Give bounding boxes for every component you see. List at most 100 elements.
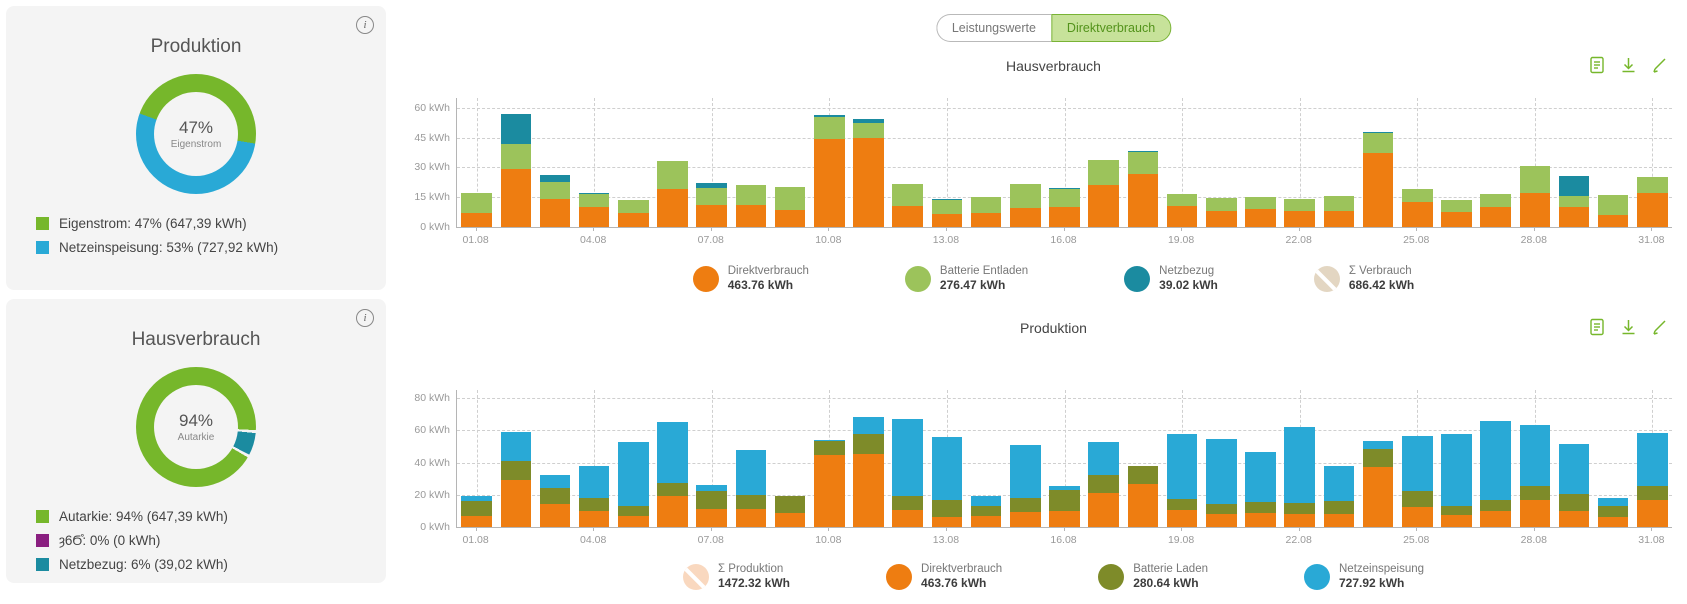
bar-segment <box>1088 185 1119 227</box>
bar-segment <box>578 207 610 227</box>
chart-legend-item[interactable]: Direktverbrauch 463.76 kWh <box>692 264 809 293</box>
x-tick-label: 04.08 <box>580 234 607 246</box>
bar-segment <box>1637 177 1668 194</box>
produktion-legend: Σ Produktion 1472.32 kWh Direktverbrauch 46… <box>420 562 1687 591</box>
bar-day-15 <box>1010 184 1041 227</box>
bar-segment <box>1205 211 1237 227</box>
report-icon[interactable] <box>1589 318 1606 342</box>
bar-segment <box>539 175 571 183</box>
bar-segment <box>1558 176 1590 197</box>
bar-segment <box>657 496 688 527</box>
x-tick-label: 10.08 <box>815 234 842 246</box>
bar-segment <box>931 436 963 500</box>
bar-day-29 <box>1558 444 1590 527</box>
legend-series-total: 280.64 kWh <box>1133 576 1199 591</box>
view-toggle: Leistungswerte Direktverbrauch <box>935 14 1172 42</box>
x-tick-label: 04.08 <box>580 534 607 546</box>
chart-legend-item[interactable]: Batterie Laden 280.64 kWh <box>1098 562 1208 591</box>
bar-segment <box>657 160 688 190</box>
info-icon[interactable]: i <box>356 16 374 34</box>
bar-day-26 <box>1441 200 1472 227</box>
download-icon[interactable] <box>1620 318 1637 342</box>
x-tick <box>475 227 477 231</box>
v-gridline <box>1299 98 1301 227</box>
x-tick <box>1533 227 1535 231</box>
bar-segment <box>970 197 1002 214</box>
x-tick <box>1651 527 1653 531</box>
charts-panel: Leistungswerte Direktverbrauch Hausverbr… <box>414 0 1687 604</box>
bar-day-19 <box>1166 434 1198 527</box>
y-tick-label: 0 kWh <box>420 221 450 233</box>
legend-texts: Direktverbrauch 463.76 kWh <box>728 264 809 293</box>
bar-segment <box>1245 209 1276 227</box>
bar-day-16 <box>1049 188 1080 227</box>
bar-day-30 <box>1597 498 1629 527</box>
production-card: i Produktion 47% Eigenstrom Eigenstrom: … <box>6 6 386 290</box>
bar-segment <box>1323 196 1355 212</box>
bar-segment <box>461 501 492 516</box>
chart-legend-item[interactable]: Σ Verbrauch 686.42 kWh <box>1313 264 1414 293</box>
bar-day-22 <box>1284 199 1315 227</box>
bar-day-2 <box>500 113 532 227</box>
bar-segment <box>1362 440 1394 449</box>
bar-segment <box>1558 207 1590 227</box>
bar-segment <box>1637 499 1668 527</box>
edit-icon[interactable] <box>1651 56 1669 80</box>
legend-series-name: Batterie Laden <box>1133 563 1208 575</box>
bar-day-20 <box>1205 198 1237 227</box>
toggle-leistungswerte[interactable]: Leistungswerte <box>935 14 1051 42</box>
bar-day-16 <box>1049 485 1080 527</box>
card-title-produktion: Produktion <box>150 36 242 57</box>
bar-day-23 <box>1323 465 1355 527</box>
chart-legend-item[interactable]: Direktverbrauch 463.76 kWh <box>886 562 1002 591</box>
bar-segment <box>814 138 845 227</box>
bar-segment <box>1088 475 1119 494</box>
bar-day-10 <box>814 439 845 527</box>
y-tick-label: 30 kWh <box>414 161 450 174</box>
report-icon[interactable] <box>1589 56 1606 80</box>
bar-segment <box>696 183 728 189</box>
bar-day-6 <box>657 422 688 527</box>
info-icon[interactable]: i <box>356 309 374 327</box>
hausverbrauch-plot <box>456 98 1672 228</box>
donut-center: 94% Autarkie <box>136 367 256 487</box>
bar-segment <box>1362 448 1394 467</box>
bar-segment <box>735 509 767 527</box>
legend-dot <box>1098 563 1125 590</box>
bar-segment <box>1519 166 1551 194</box>
x-tick <box>828 527 830 531</box>
bar-day-21 <box>1245 197 1276 227</box>
chart-legend-item[interactable]: Netzeinspeisung 727.92 kWh <box>1304 562 1424 591</box>
download-icon[interactable] <box>1620 56 1637 80</box>
legend-series-total: 1472.32 kWh <box>717 576 791 591</box>
bar-segment <box>1088 493 1119 527</box>
edit-icon[interactable] <box>1651 318 1669 342</box>
chart-legend-item[interactable]: Netzbezug 39.02 kWh <box>1124 264 1218 293</box>
bar-day-18 <box>1127 465 1159 527</box>
bar-segment <box>1088 159 1119 186</box>
bar-segment <box>970 515 1002 527</box>
bar-day-8 <box>735 185 767 227</box>
bar-segment <box>618 213 649 227</box>
bar-segment <box>1362 466 1394 527</box>
bar-segment <box>814 116 845 139</box>
chart-legend-item[interactable]: Batterie Entladen 276.47 kWh <box>904 264 1028 293</box>
chart-legend-item[interactable]: Σ Produktion 1472.32 kWh <box>682 562 791 591</box>
bar-segment <box>1323 465 1355 502</box>
bar-segment <box>657 189 688 227</box>
bar-day-11 <box>853 118 884 227</box>
toggle-direktverbrauch[interactable]: Direktverbrauch <box>1050 14 1172 42</box>
y-tick-label: 0 kWh <box>420 521 450 533</box>
y-tick-label: 15 kWh <box>414 191 450 204</box>
legend-text: Netzeinspeisung: 53% (727,92 kWh) <box>59 240 279 255</box>
bar-segment <box>500 480 532 527</box>
v-gridline <box>1534 98 1536 227</box>
legend-texts: Direktverbrauch 463.76 kWh <box>921 562 1002 591</box>
bar-segment <box>1284 211 1315 227</box>
legend-text: Autarkie: 94% (647,39 kWh) <box>59 509 228 524</box>
bar-segment <box>618 506 649 516</box>
bar-day-5 <box>618 200 649 227</box>
card-legend-item: ȝ6Ϭ̊: 0% (0 kWh) <box>36 533 386 548</box>
bar-day-6 <box>657 160 688 227</box>
bar-segment <box>1088 441 1119 476</box>
